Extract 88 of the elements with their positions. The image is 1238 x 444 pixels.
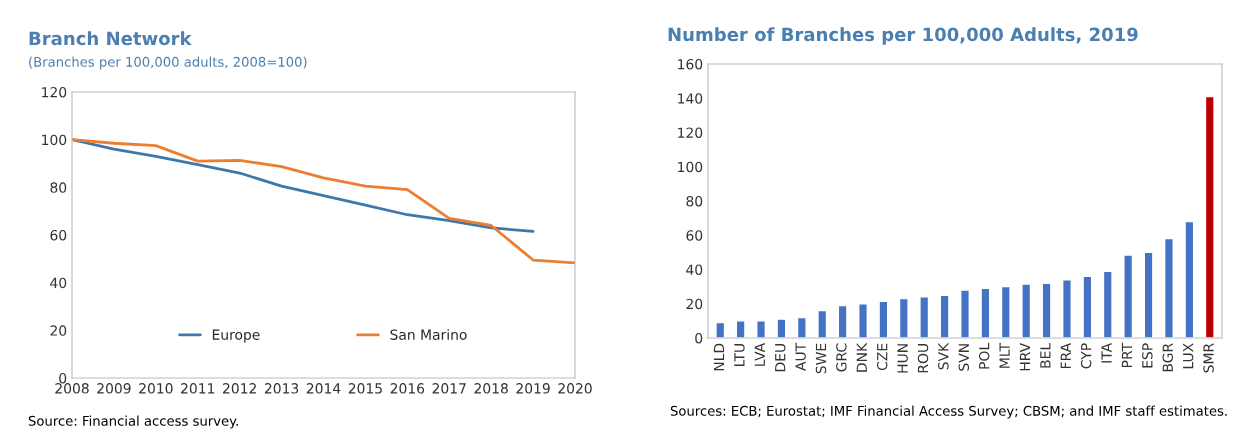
x-tick-label: PRT	[1121, 342, 1133, 367]
y-tick-label: 100	[678, 161, 703, 173]
x-tick-label: BGR	[1162, 343, 1173, 372]
bar	[898, 297, 909, 338]
x-tick-label: NLD	[713, 343, 725, 371]
line-series	[72, 138, 535, 233]
source-note: Sources: ECB; Eurostat; IMF Financial Access Survey; CBSM; and IMF staff estimates.	[670, 405, 1227, 419]
y-tick-label: 160	[678, 58, 703, 70]
y-tick-label: 60	[686, 230, 703, 241]
y-tick-label: 20	[686, 298, 703, 310]
x-tick-label: 2010	[139, 383, 173, 394]
x-tick-label: LUX	[1183, 343, 1194, 369]
x-tick-label: 2011	[181, 383, 215, 394]
bar	[715, 321, 726, 338]
x-tick-label: LTU	[734, 344, 745, 366]
bar	[1000, 285, 1011, 338]
x-tick-label: 2014	[306, 383, 341, 394]
x-tick-label: ESP	[1142, 343, 1153, 368]
x-tick-label: SMR	[1203, 343, 1214, 373]
x-tick-label: LVA	[754, 342, 765, 366]
bar	[1184, 220, 1195, 338]
bar	[878, 300, 889, 338]
x-tick-label: 2020	[558, 383, 592, 394]
y-tick-label: 0	[695, 332, 703, 344]
bar	[980, 287, 991, 338]
y-tick-label: 20	[50, 325, 67, 336]
x-tick-label: 2017	[432, 383, 466, 394]
bar	[919, 296, 930, 338]
y-tick-label: 40	[50, 277, 67, 289]
bar	[1143, 251, 1154, 338]
bar	[735, 320, 746, 338]
x-tick-label: MLT	[999, 342, 1010, 368]
x-tick-label: GRC	[836, 343, 847, 372]
y-tick-label: 120	[42, 86, 67, 98]
x-tick-label: 2016	[390, 383, 425, 394]
bar	[837, 304, 848, 338]
x-tick-label: SWE	[815, 343, 827, 374]
bar	[817, 309, 828, 338]
x-tick-label: CYP	[1080, 343, 1092, 369]
y-tick-label: 60	[50, 229, 67, 241]
chart-subtitle: (Branches per 100,000 adults, 2008=100)	[29, 56, 307, 70]
x-tick-label: 2008	[55, 383, 89, 394]
bar	[1163, 237, 1174, 338]
bar	[1021, 283, 1032, 338]
x-tick-label: 2018	[474, 383, 508, 394]
x-tick-label: POL	[978, 342, 990, 369]
x-tick-label: CZE	[876, 343, 888, 371]
x-tick-label: SVN	[958, 344, 970, 371]
y-tick-label: 100	[42, 134, 67, 146]
y-tick-label: 120	[678, 127, 703, 138]
bar	[1062, 279, 1072, 338]
x-tick-label: SVK	[938, 342, 949, 370]
bar	[939, 294, 950, 338]
bar	[796, 316, 807, 338]
x-tick-label: AUT	[795, 342, 806, 371]
source-note: Source: Financial access survey.	[28, 415, 238, 429]
bar	[1082, 275, 1093, 338]
bar	[1123, 254, 1134, 338]
x-tick-label: HRV	[1019, 342, 1031, 371]
legend-label: Europe	[212, 329, 260, 343]
bar	[1204, 95, 1215, 338]
chart-title: Branch Network	[29, 31, 192, 46]
x-tick-label: FRA	[1060, 342, 1071, 369]
y-tick-label: 140	[678, 93, 703, 104]
y-tick-label: 0	[59, 372, 67, 384]
x-tick-label: 2013	[264, 383, 299, 394]
bar	[776, 318, 787, 338]
x-tick-label: DNK	[856, 342, 867, 372]
bar	[960, 289, 970, 338]
x-tick-label: 2015	[348, 383, 382, 394]
x-tick-label: BEL	[1040, 342, 1051, 368]
bar	[858, 303, 868, 338]
legend-label: San Marino	[390, 329, 467, 340]
x-tick-label: ITA	[1101, 342, 1112, 363]
y-tick-label: 40	[686, 264, 703, 275]
y-tick-label: 80	[686, 195, 703, 207]
x-tick-label: 2012	[223, 383, 256, 394]
line-series	[72, 138, 575, 265]
x-tick-label: DEU	[775, 344, 786, 372]
y-tick-label: 80	[50, 182, 67, 193]
x-tick-label: HUN	[897, 344, 908, 373]
bar	[1102, 270, 1113, 338]
x-tick-label: ROU	[917, 344, 929, 373]
x-tick-label: 2019	[516, 383, 550, 394]
chart-title: Number of Branches per 100,000 Adults, 2019	[668, 27, 1138, 45]
bar	[1041, 282, 1052, 338]
bar	[756, 320, 767, 338]
x-tick-label: 2009	[97, 383, 131, 394]
